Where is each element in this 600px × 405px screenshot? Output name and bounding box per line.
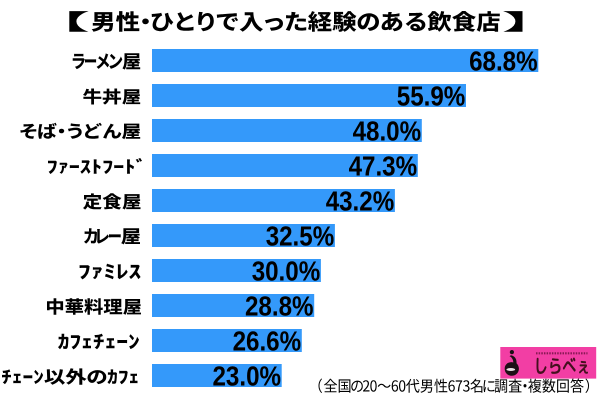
svg-text:55.9%: 55.9%: [397, 80, 466, 111]
svg-text:48.0%: 48.0%: [353, 115, 422, 146]
svg-text:47.3%: 47.3%: [349, 150, 418, 181]
svg-text:43.2%: 43.2%: [326, 185, 395, 216]
svg-text:30.0%: 30.0%: [252, 255, 321, 286]
svg-text:32.5%: 32.5%: [266, 220, 335, 251]
svg-text:23.0%: 23.0%: [213, 360, 282, 391]
svg-text:26.6%: 26.6%: [233, 325, 302, 356]
svg-text:28.8%: 28.8%: [245, 290, 314, 321]
svg-text:68.8%: 68.8%: [469, 45, 538, 76]
